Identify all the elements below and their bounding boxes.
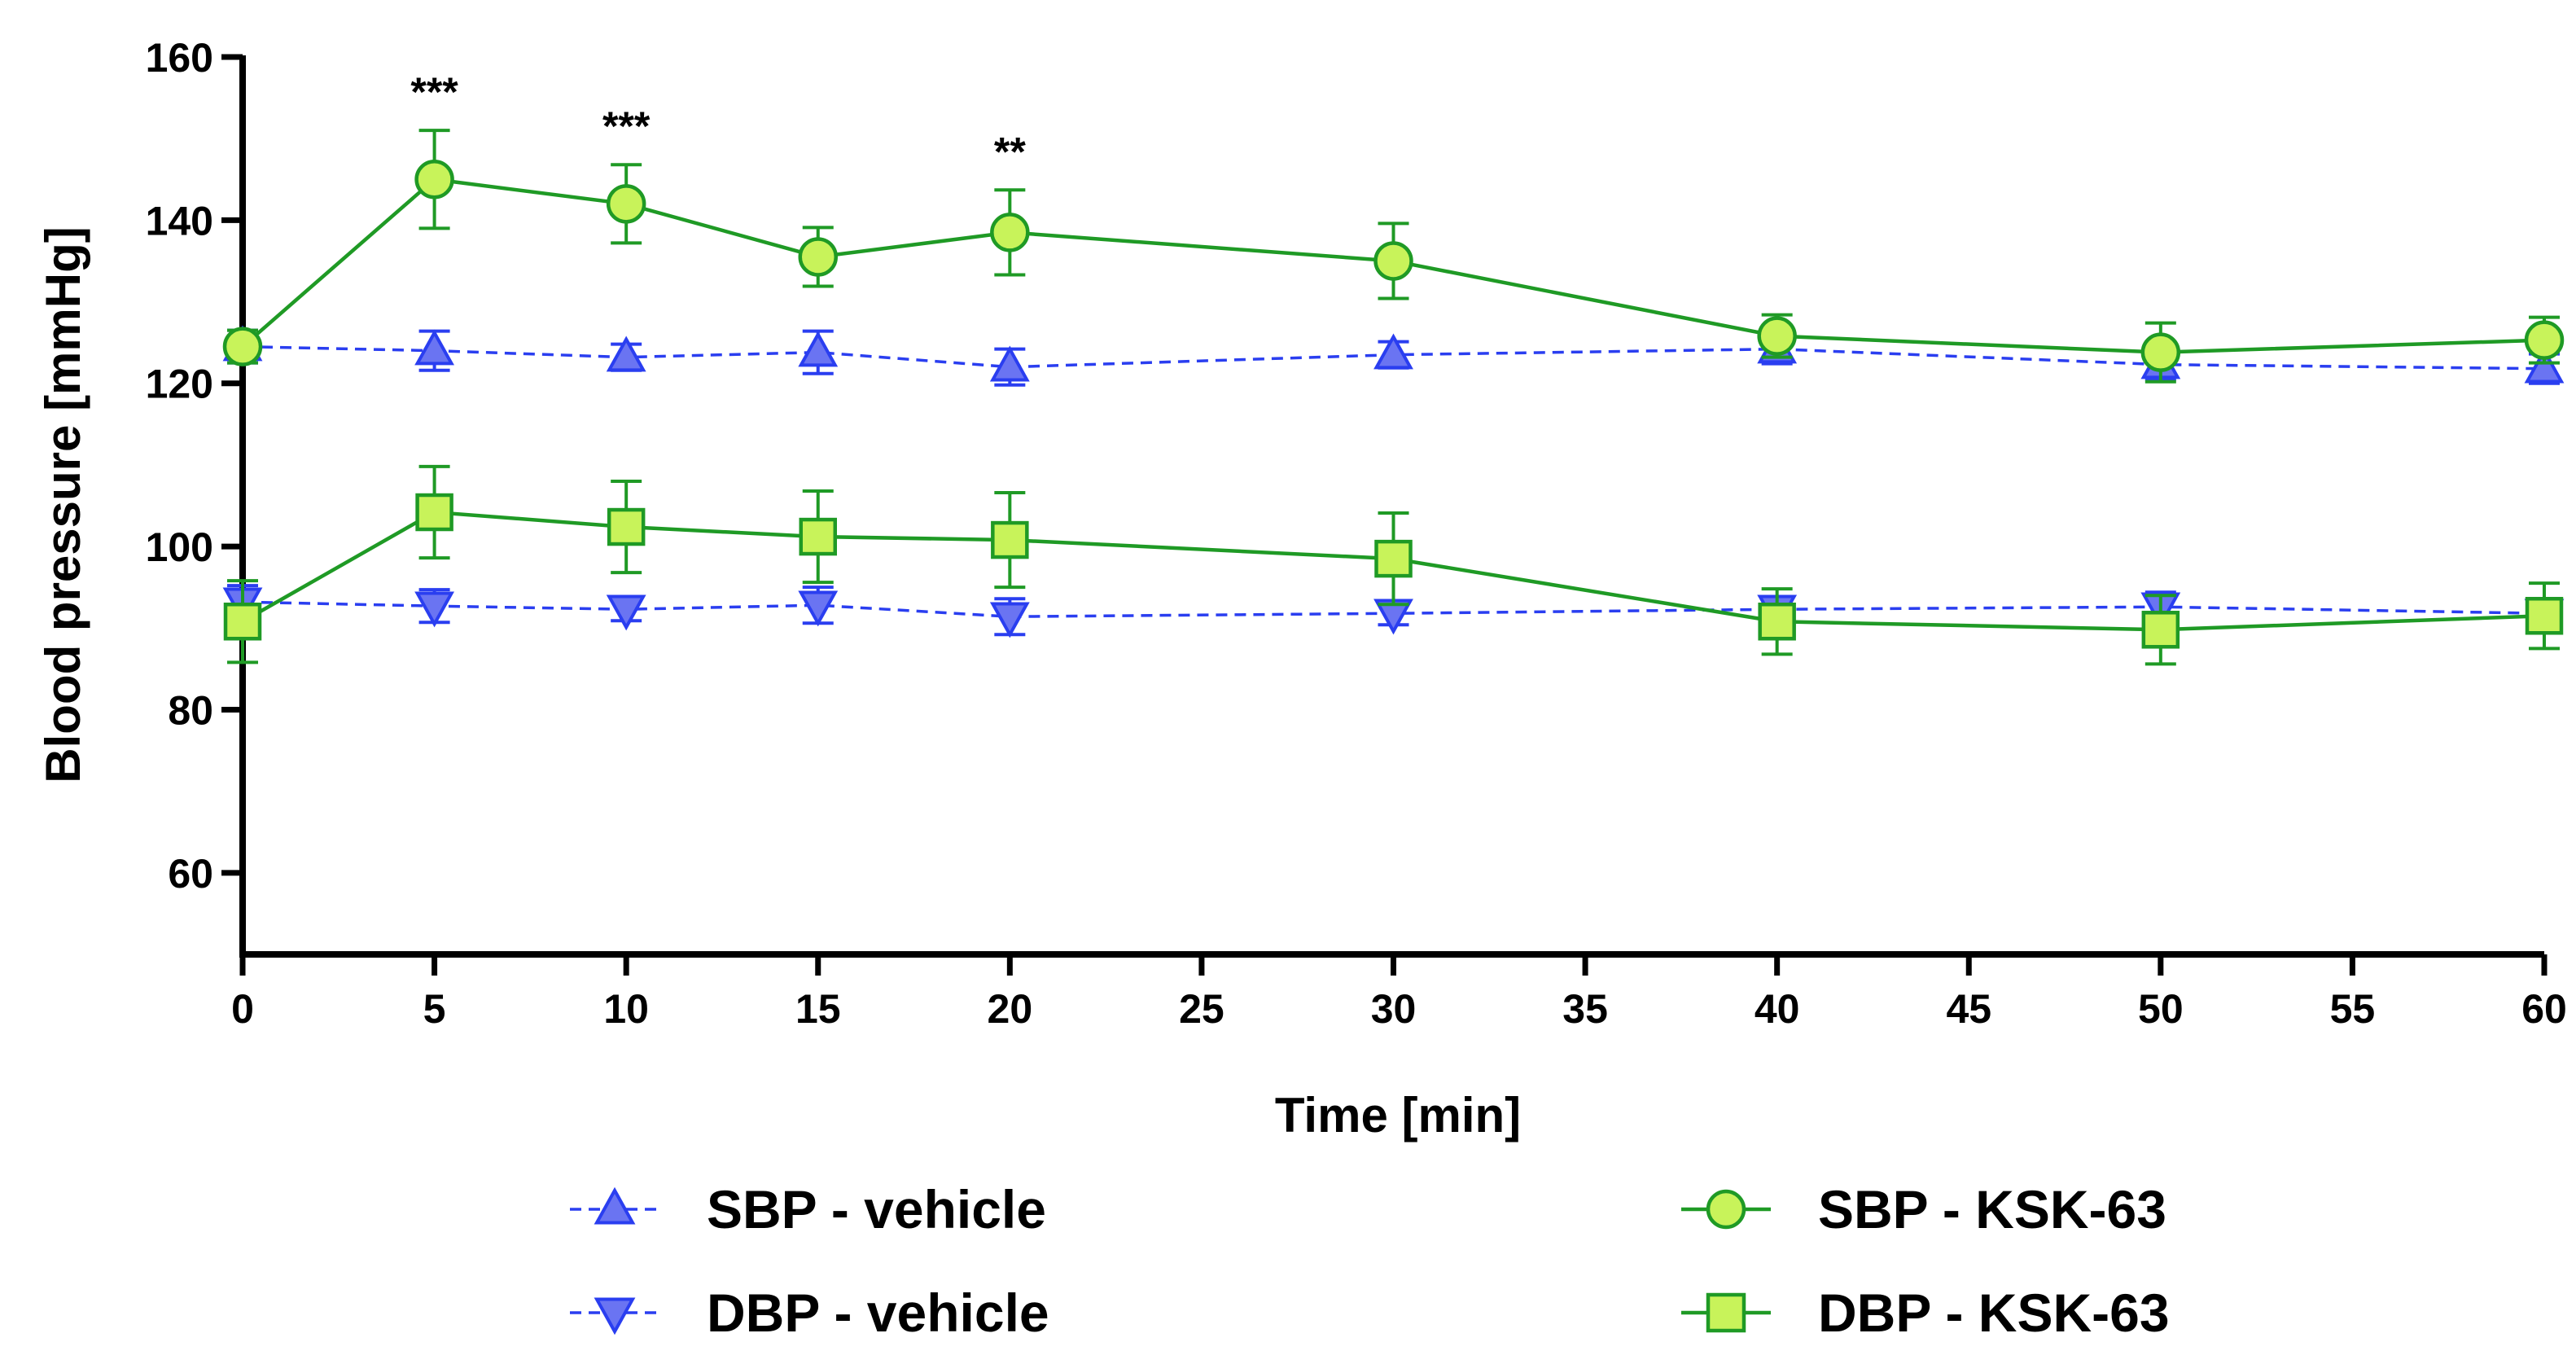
data-point [1757, 316, 1797, 356]
y-axis-title: Blood pressure [mmHg] [36, 226, 90, 783]
y-tick-label: 100 [146, 524, 213, 570]
data-point [989, 345, 1030, 382]
data-point [222, 327, 263, 366]
data-point [223, 603, 262, 641]
legend-label: DBP - KSK-63 [1818, 1283, 2170, 1343]
data-point [989, 602, 1030, 638]
significance-marker: *** [602, 103, 651, 149]
legend-item: SBP - vehicle [570, 1179, 1046, 1239]
y-tick-label: 140 [146, 198, 213, 243]
legend-marker [1706, 1189, 1746, 1230]
significance-marker: *** [410, 69, 458, 115]
x-tick-label: 0 [231, 986, 254, 1032]
data-point [607, 507, 646, 546]
data-point [991, 520, 1029, 559]
data-point [606, 594, 646, 631]
data-point [1373, 333, 1413, 370]
significance-marker: ** [994, 129, 1026, 174]
data-point [1373, 241, 1413, 281]
data-point [606, 184, 646, 224]
series-layer [222, 129, 2565, 666]
legend-marker [594, 1297, 636, 1335]
legend-label: DBP - vehicle [707, 1283, 1049, 1343]
data-point [415, 493, 453, 532]
data-point [990, 213, 1030, 252]
x-tick-label: 55 [2330, 986, 2376, 1032]
data-point [798, 331, 839, 367]
legend-label: SBP - KSK-63 [1818, 1179, 2166, 1239]
data-point [414, 591, 454, 628]
x-axis-title: Time [min] [1275, 1088, 1521, 1143]
data-point [2525, 596, 2564, 635]
series-3 [223, 464, 2564, 666]
data-point [798, 237, 838, 277]
data-point [2140, 332, 2181, 372]
x-tick-label: 45 [1946, 986, 1991, 1032]
data-point [2141, 611, 2180, 649]
series-2 [222, 129, 2565, 384]
x-tick-label: 50 [2138, 986, 2184, 1032]
data-point [1758, 603, 1796, 641]
data-point [414, 160, 454, 200]
legend-marker [1706, 1292, 1746, 1333]
x-tick-label: 5 [423, 986, 446, 1032]
x-tick-label: 30 [1371, 986, 1417, 1032]
x-tick-label: 15 [795, 986, 841, 1032]
legend-item: DBP - KSK-63 [1681, 1283, 2170, 1343]
x-tick-label: 35 [1562, 986, 1608, 1032]
data-point [2524, 347, 2565, 384]
y-tick-label: 60 [168, 851, 213, 897]
y-tick-label: 80 [168, 687, 213, 733]
axes: 60 80 100 120 140 160 0 5 10 15 20 25 30 35 40 45 50 55 60 [146, 35, 2567, 1032]
legend: SBP - vehicle DBP - vehicle SBP - KSK-63 DB… [570, 1179, 2170, 1343]
legend-marker [594, 1186, 636, 1225]
significance-annotations: ******** [410, 69, 1026, 174]
legend-item: SBP - KSK-63 [1681, 1179, 2166, 1239]
data-point [799, 517, 837, 556]
y-tick-label: 160 [146, 35, 213, 81]
y-tick-label: 120 [146, 362, 213, 407]
legend-label: SBP - vehicle [707, 1179, 1046, 1239]
legend-item: DBP - vehicle [570, 1283, 1049, 1343]
series-0 [222, 325, 2565, 387]
data-point [606, 336, 646, 372]
data-point [414, 329, 454, 366]
x-tick-label: 25 [1179, 986, 1224, 1032]
data-point [2524, 320, 2565, 360]
data-point [1374, 539, 1413, 578]
x-tick-label: 60 [2521, 986, 2567, 1032]
x-tick-label: 10 [603, 986, 649, 1032]
x-tick-label: 40 [1755, 986, 1800, 1032]
data-point [798, 590, 839, 627]
x-tick-label: 20 [988, 986, 1033, 1032]
